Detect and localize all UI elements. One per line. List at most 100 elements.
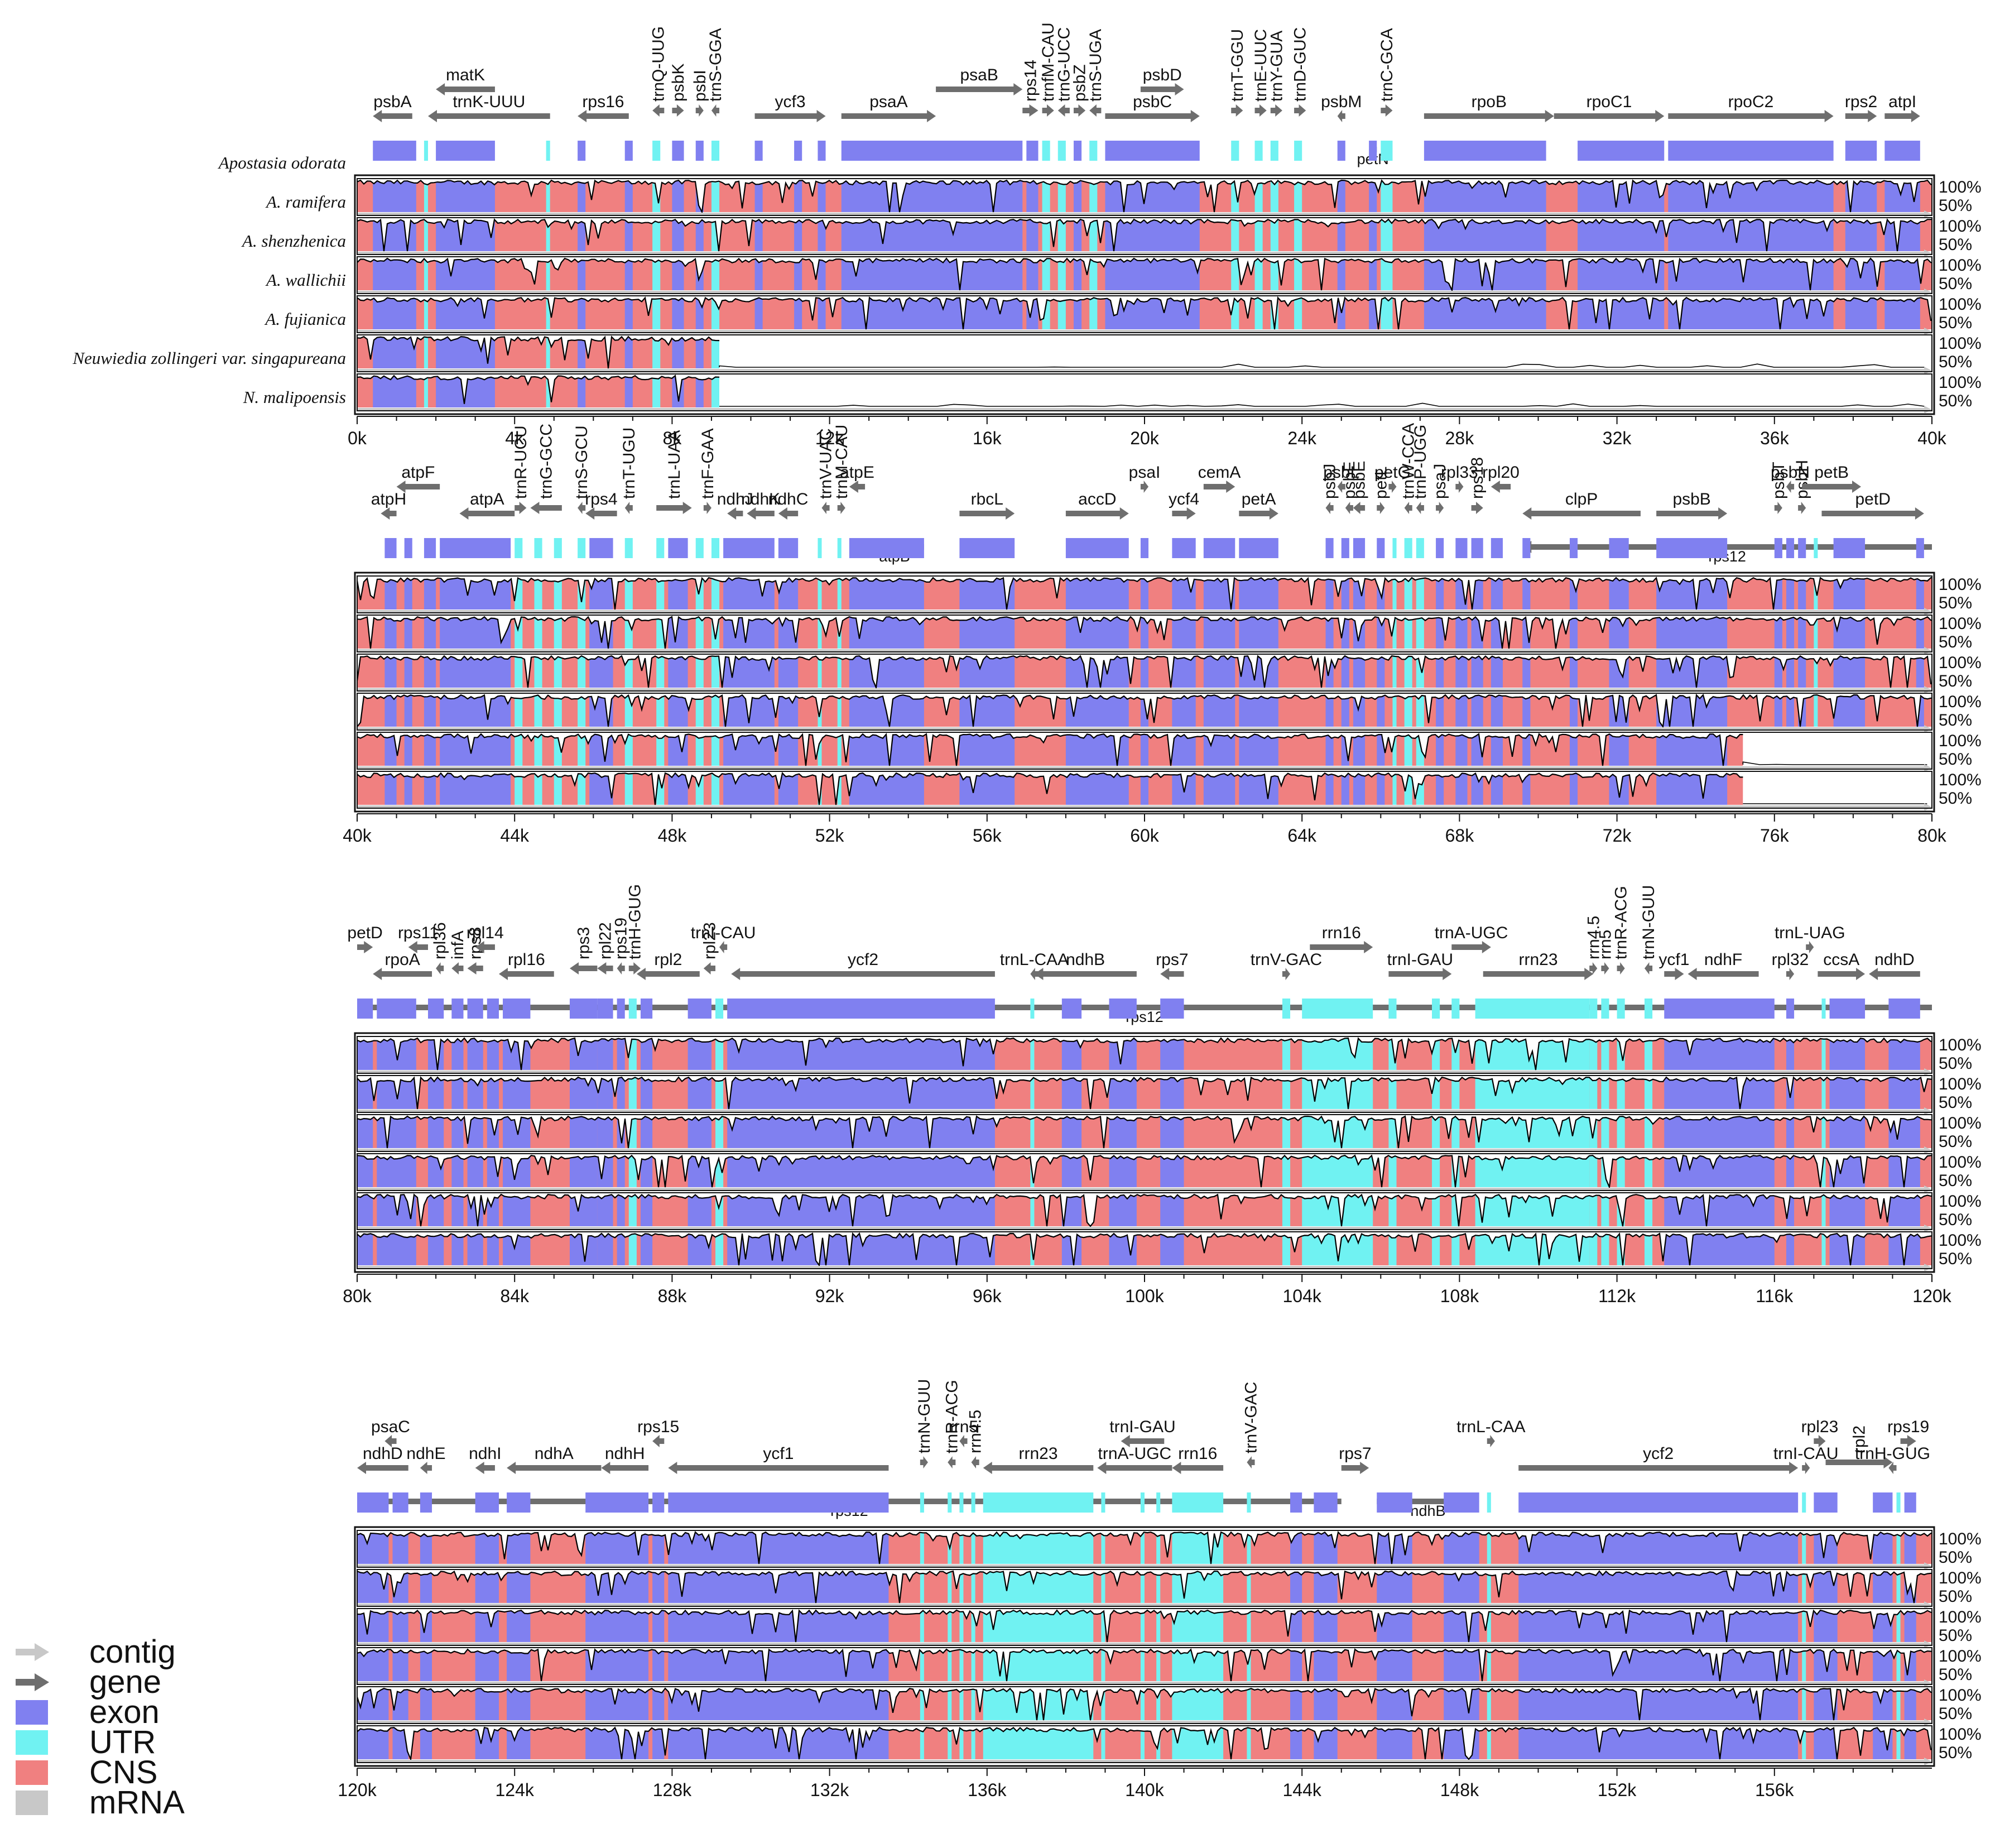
exon-fill [1668, 258, 1834, 290]
contig-bar [357, 369, 1924, 372]
legend-swatch [16, 1760, 48, 1785]
legend-item-utr: UTR [16, 1724, 156, 1760]
exon-fill [727, 1038, 995, 1070]
identity-line [357, 1609, 1932, 1643]
gene-label-trni-cau: trnI-CAU [691, 924, 756, 942]
gene-arrow-trnt-ugu [624, 502, 633, 514]
gene-label-psbz: psbZ [1071, 64, 1089, 102]
exon-fill [1774, 695, 1782, 727]
ref-utr-block [1101, 1492, 1105, 1513]
gene-arrow-atpe [849, 481, 866, 493]
utr-fill [1089, 180, 1098, 212]
exon-fill [778, 617, 799, 649]
gene-arrow-rbcl [959, 507, 1015, 520]
exon-fill [1578, 297, 1665, 329]
exon-fill [436, 258, 495, 290]
utr-fill [1644, 1233, 1653, 1265]
track-neuwiedia-zollingeri-var-singapureana: 100%50% [357, 732, 1982, 772]
ref-exon-block [1814, 1492, 1838, 1513]
pct-100-label: 100% [1939, 575, 1982, 594]
utr-fill [578, 734, 586, 766]
exon-fill [1172, 695, 1196, 727]
exon-fill [1239, 695, 1278, 727]
x-tick-label-84k: 84k [500, 1286, 530, 1306]
contig-arrow [1924, 1601, 1932, 1609]
legend-item-mrna: mRNA [16, 1784, 185, 1821]
exon-fill [794, 297, 802, 329]
exon-fill [467, 1233, 483, 1265]
exon-fill [475, 1571, 499, 1603]
contig-arrow [1924, 328, 1932, 335]
gene-label-atpi: atpI [1888, 93, 1916, 111]
gene-arrow-petd [357, 941, 373, 953]
utr-fill [818, 734, 822, 766]
x-tick-label-60k: 60k [1130, 825, 1160, 846]
gene-label-atpf: atpF [401, 463, 435, 482]
exon-fill [1105, 376, 1199, 407]
gene-label-psac: psaC [371, 1418, 410, 1436]
ref-exon-block [1829, 999, 1866, 1019]
exon-fill [723, 734, 775, 766]
pct-50-label: 50% [1939, 196, 1972, 215]
ref-exon-block [1061, 999, 1082, 1019]
gene-arrow-infa [451, 962, 464, 975]
gene-label-ndhh: ndhH [605, 1444, 645, 1463]
gene-arrow-trnt-ggu [1231, 104, 1243, 117]
utr-fill [534, 734, 542, 766]
utr-fill [1404, 695, 1412, 727]
exon-fill [569, 1038, 598, 1070]
track-frame [357, 1608, 1932, 1646]
track-a-ramifera: 100%50% [357, 178, 1982, 218]
identity-line [356, 655, 1932, 690]
utr-fill [1802, 1649, 1806, 1681]
contig-bar [357, 1760, 1924, 1763]
ref-exon-block [1904, 1492, 1916, 1513]
exon-fill [1668, 337, 1833, 368]
ref-utr-block [656, 538, 665, 558]
utr-fill [1271, 337, 1278, 368]
gene-arrow-psaj [1436, 502, 1444, 514]
exon-fill [624, 258, 633, 290]
utr-fill [424, 376, 428, 407]
x-tick-label-64k: 64k [1287, 825, 1317, 846]
gene-arrow-ndhh [601, 1462, 649, 1474]
utr-fill [1404, 578, 1412, 609]
contig-bar [357, 1110, 1924, 1113]
ref-exon-block [695, 141, 704, 161]
utr-fill [695, 617, 704, 649]
exon-fill [507, 1532, 531, 1564]
contig-bar [357, 649, 1924, 652]
gene-label-rps14: rps14 [1021, 60, 1040, 102]
utr-fill [554, 695, 562, 727]
utr-fill [1057, 297, 1066, 329]
gene-label-rpob: rpoB [1472, 93, 1507, 111]
exon-fill [754, 297, 763, 329]
gene-arrow-trng-ucc [1057, 104, 1070, 117]
exon-fill [1668, 297, 1834, 329]
exon-fill [1888, 1194, 1920, 1226]
legend-label: exon [89, 1694, 160, 1730]
utr-fill [1302, 1155, 1373, 1187]
exon-fill [475, 1688, 499, 1720]
exon-fill [640, 1038, 653, 1070]
track-a-fujianica: 100%50% [357, 693, 1982, 733]
exon-fill [1172, 617, 1196, 649]
utr-fill [1381, 337, 1392, 368]
x-tick-label-132k: 132k [810, 1780, 849, 1800]
utr-fill [1451, 1077, 1460, 1109]
exon-fill [688, 1233, 711, 1265]
exon-fill [1172, 656, 1196, 688]
ref-exon-block [1522, 538, 1531, 558]
exon-fill [1290, 1688, 1302, 1720]
contig-arrow [1924, 1719, 1932, 1726]
exon-fill [672, 219, 684, 251]
exon-fill [1325, 578, 1334, 609]
utr-fill [959, 1532, 964, 1564]
utr-fill [711, 578, 720, 609]
utr-fill [1388, 1077, 1397, 1109]
exon-fill [640, 1116, 653, 1148]
tracks-outer-frame [354, 572, 1935, 813]
x-tick-label-96k: 96k [973, 1286, 1002, 1306]
utr-fill [628, 1077, 637, 1109]
utr-fill [1156, 1688, 1161, 1720]
